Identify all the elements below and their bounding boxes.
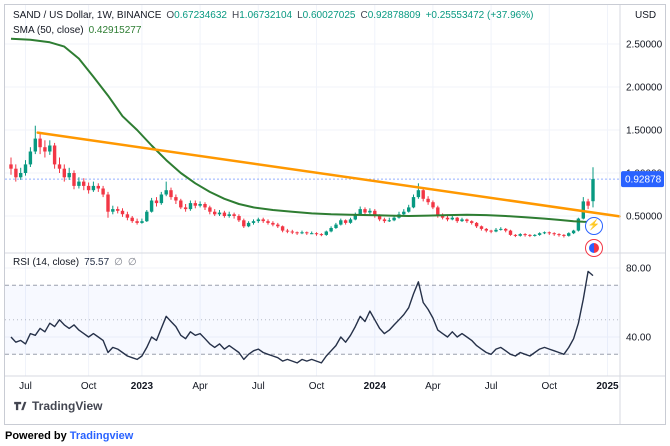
symbol-legend: SAND / US Dollar, 1W, BINANCE O0.6723463… xyxy=(13,10,533,22)
symbol-title[interactable]: SAND / US Dollar, 1W, BINANCE xyxy=(13,10,162,21)
rsi-label[interactable]: RSI (14, close) xyxy=(13,257,80,268)
svg-text:Apr: Apr xyxy=(192,381,208,392)
rsi-menu-icon[interactable]: ∅ xyxy=(127,257,137,268)
svg-text:Jul: Jul xyxy=(19,381,32,392)
svg-text:0.92878: 0.92878 xyxy=(625,175,662,186)
svg-text:Jul: Jul xyxy=(252,381,265,392)
chart-canvas[interactable]: 2.500002.000001.500001.000000.5000080.00… xyxy=(5,5,665,424)
svg-text:2.00000: 2.00000 xyxy=(626,83,663,94)
change-value: +0.25553472 (+37.96%) xyxy=(425,10,534,21)
currency-toggle[interactable]: USD xyxy=(635,10,657,21)
lightning-icon: ⚡ xyxy=(587,220,601,231)
svg-text:Oct: Oct xyxy=(309,381,325,392)
rsi-hide-icon[interactable]: ∅ xyxy=(114,257,123,268)
svg-text:2024: 2024 xyxy=(364,381,387,392)
svg-text:80.00: 80.00 xyxy=(626,264,651,275)
powered-by-link[interactable]: Tradingview xyxy=(69,430,134,442)
sentiment-badge[interactable] xyxy=(585,239,603,257)
tradingview-logo[interactable]: TradingView xyxy=(13,399,102,413)
high-label: H xyxy=(232,10,240,21)
high-value: 1.06732104 xyxy=(239,10,293,21)
svg-text:2023: 2023 xyxy=(131,381,154,392)
lightning-badge[interactable]: ⚡ xyxy=(585,217,603,235)
close-value: 0.92878809 xyxy=(367,10,421,21)
svg-text:Apr: Apr xyxy=(425,381,441,392)
open-value: 0.67234632 xyxy=(174,10,227,21)
svg-text:Jul: Jul xyxy=(485,381,498,392)
svg-text:0.50000: 0.50000 xyxy=(626,212,663,223)
tradingview-logo-text: TradingView xyxy=(32,399,103,413)
powered-by-text: Powered by xyxy=(5,430,67,442)
sma-label[interactable]: SMA (50, close) xyxy=(13,25,84,36)
chart-frame: 2.500002.000001.500001.000000.5000080.00… xyxy=(4,4,666,425)
svg-text:Oct: Oct xyxy=(542,381,558,392)
sma-value: 0.42915277 xyxy=(88,25,142,36)
svg-text:40.00: 40.00 xyxy=(626,333,651,344)
rsi-legend: RSI (14, close) 75.57 ∅ ∅ xyxy=(13,257,137,269)
close-label: C xyxy=(360,10,368,21)
low-label: L xyxy=(297,10,303,21)
svg-text:2.50000: 2.50000 xyxy=(626,40,663,51)
svg-text:2025: 2025 xyxy=(596,381,619,392)
powered-by-bar: Powered by Tradingview xyxy=(5,430,133,442)
open-label: O xyxy=(166,10,175,21)
tradingview-logo-icon xyxy=(14,401,27,411)
rsi-value: 75.57 xyxy=(84,257,110,268)
svg-text:1.50000: 1.50000 xyxy=(626,126,663,137)
pie-icon xyxy=(589,243,599,253)
svg-text:Oct: Oct xyxy=(81,381,97,392)
low-value: 0.60027025 xyxy=(302,10,356,21)
sma-legend: SMA (50, close) 0.42915277 xyxy=(13,25,141,37)
